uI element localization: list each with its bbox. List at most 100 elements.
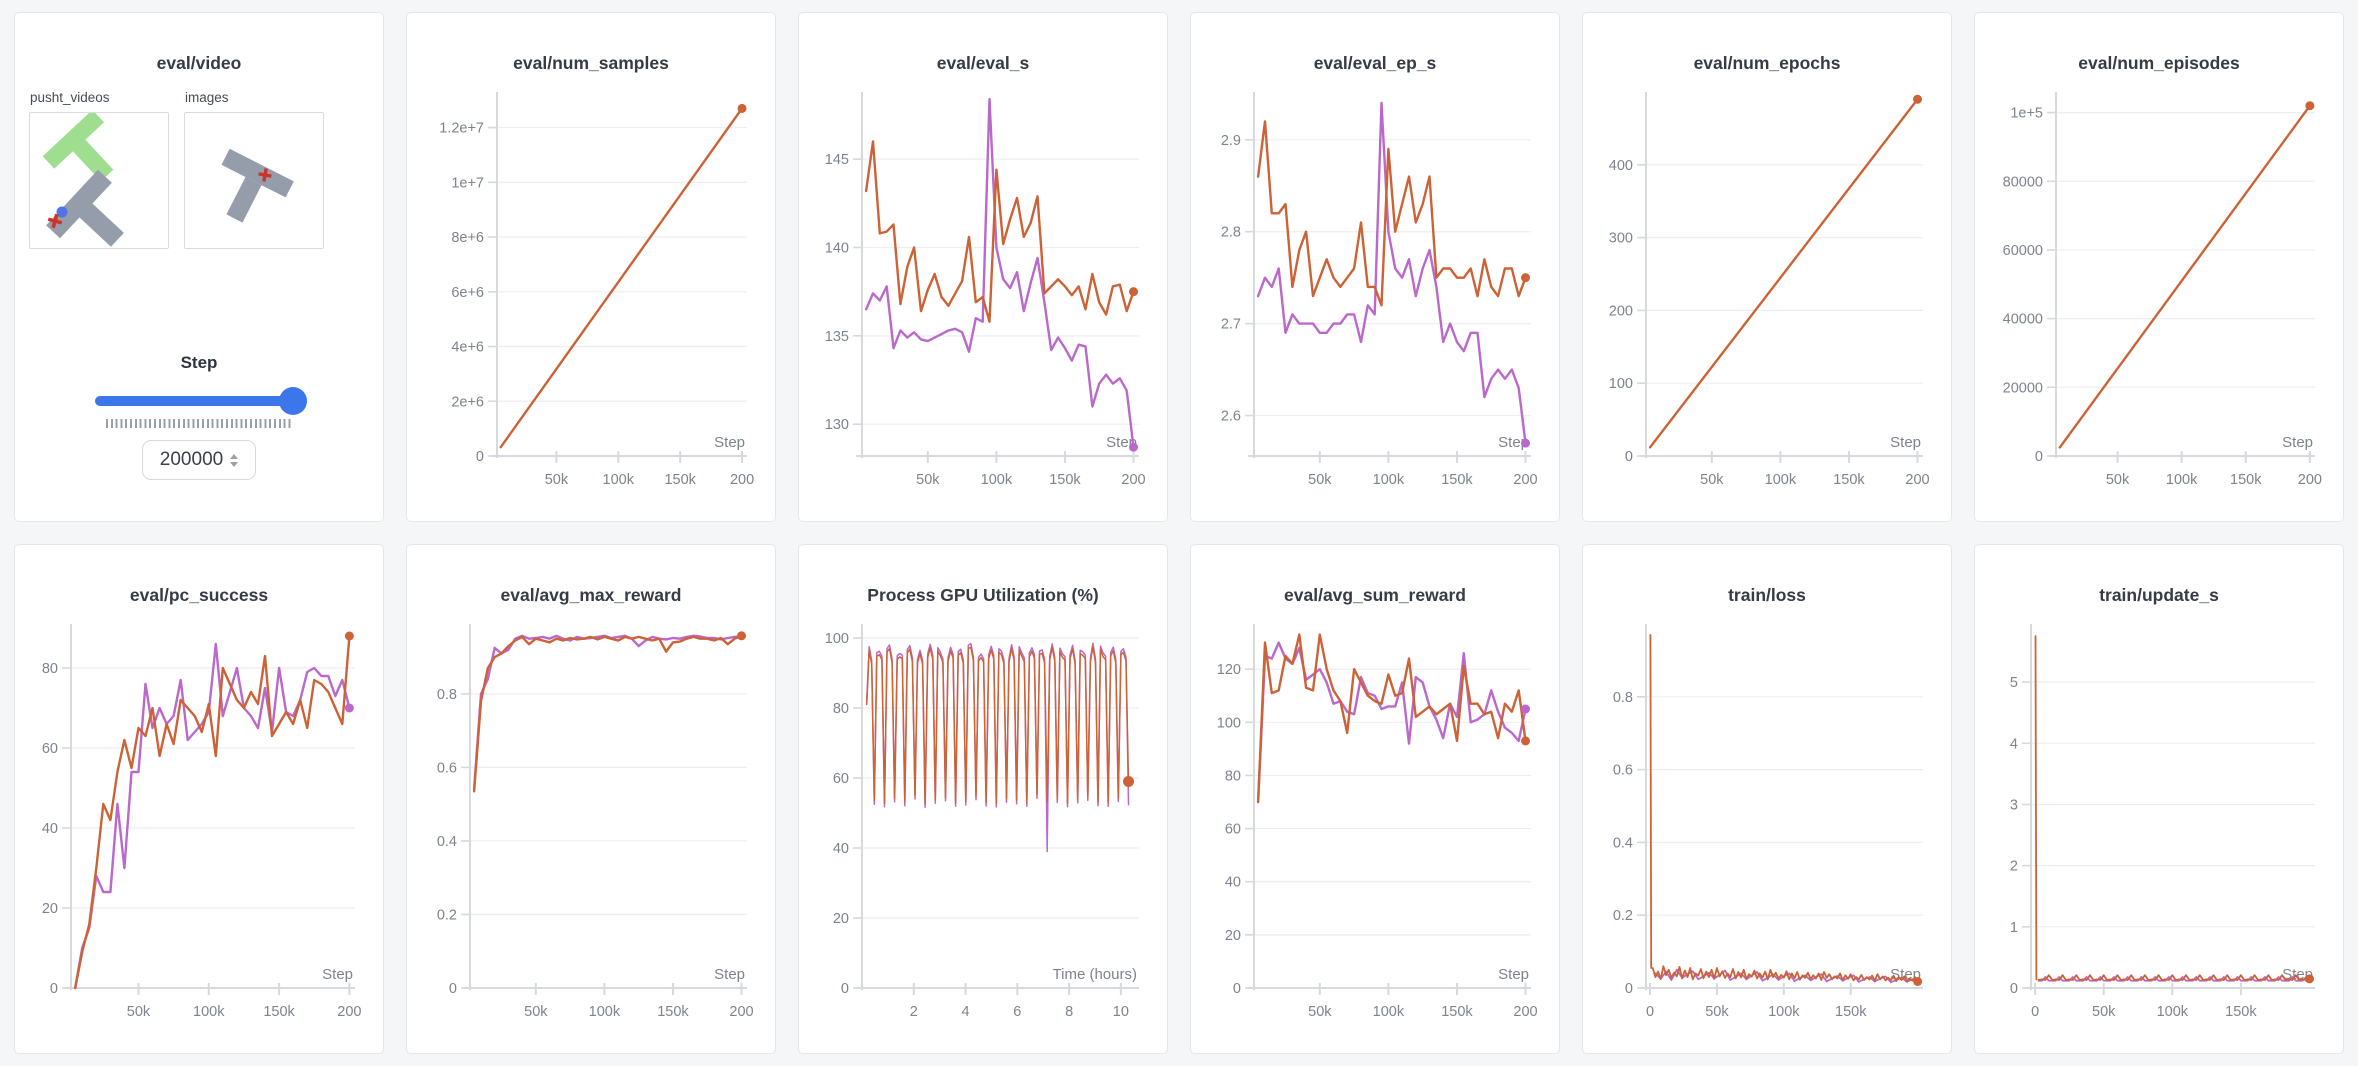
svg-text:150k: 150k <box>1835 1004 1867 1020</box>
svg-text:0.2: 0.2 <box>1613 908 1633 924</box>
svg-text:130: 130 <box>825 417 849 433</box>
svg-text:0: 0 <box>476 449 484 465</box>
stepper-down-icon[interactable] <box>230 461 239 467</box>
svg-text:Step: Step <box>1498 434 1529 451</box>
panel-eval-video: eval/video pusht_videos <box>14 12 384 522</box>
step-value[interactable]: 200000 <box>159 449 224 470</box>
svg-text:8e+6: 8e+6 <box>451 230 484 246</box>
step-slider-label: Step <box>180 353 218 372</box>
images-thumbnail[interactable] <box>184 112 324 249</box>
svg-text:0: 0 <box>1233 981 1241 997</box>
svg-text:Step: Step <box>322 966 353 983</box>
chart-panel-eval-pc-success: eval/pc_success 0 20 40 60 80 50k 100k 150k 200 S… <box>14 544 384 1054</box>
svg-text:2e+6: 2e+6 <box>451 394 484 410</box>
svg-text:1e+5: 1e+5 <box>2010 106 2043 122</box>
panel-title: eval/video <box>156 53 242 73</box>
svg-text:100k: 100k <box>603 472 635 488</box>
svg-text:50k: 50k <box>545 472 569 488</box>
svg-text:120: 120 <box>1217 662 1241 678</box>
chart-plot[interactable]: 0 2e+6 4e+6 6e+6 8e+6 1e+7 1.2e+7 50k 100k 150k 20… <box>419 78 763 508</box>
svg-text:100k: 100k <box>1765 472 1797 488</box>
svg-text:0.2: 0.2 <box>437 907 457 923</box>
svg-text:20: 20 <box>833 911 849 927</box>
svg-text:0: 0 <box>449 981 457 997</box>
chart-plot[interactable]: 0 20 40 60 80 50k 100k 150k 200 Step <box>27 610 371 1040</box>
svg-text:6e+6: 6e+6 <box>451 285 484 301</box>
svg-text:150k: 150k <box>1049 472 1081 488</box>
goal-tee-shape <box>42 109 114 182</box>
target-cross-icon <box>258 168 272 182</box>
svg-text:100k: 100k <box>1373 472 1405 488</box>
chart-plot[interactable]: 2.6 2.7 2.8 2.9 50k 100k 150k 200 Step <box>1203 78 1547 508</box>
svg-text:4: 4 <box>2010 736 2018 752</box>
svg-text:100k: 100k <box>1373 1004 1405 1020</box>
svg-text:0: 0 <box>1625 981 1633 997</box>
step-input[interactable]: 200000 <box>142 440 256 480</box>
chart-panel-eval-avg-max-reward: eval/avg_max_reward 0 0.2 0.4 0.6 0.8 50k 100k… <box>406 544 776 1054</box>
svg-text:0.8: 0.8 <box>437 687 457 703</box>
svg-text:40000: 40000 <box>2003 312 2043 328</box>
svg-text:400: 400 <box>1609 158 1633 174</box>
svg-text:60: 60 <box>1225 822 1241 838</box>
chart-plot[interactable]: 0 20 40 60 80 100 120 50k 100k 150k 200 Step <box>1203 610 1547 1040</box>
svg-text:200: 200 <box>1609 303 1633 319</box>
chart-plot[interactable]: 0 0.2 0.4 0.6 0.8 50k 100k 150k 200 Step <box>419 610 763 1040</box>
svg-text:100k: 100k <box>2157 1004 2189 1020</box>
svg-text:2: 2 <box>2010 859 2018 875</box>
slider-ruler <box>106 419 292 428</box>
agent-dot <box>56 206 68 218</box>
pusht-image-render <box>221 148 294 223</box>
chart-title: eval/eval_s <box>936 53 1030 73</box>
svg-text:100k: 100k <box>589 1004 621 1020</box>
svg-text:145: 145 <box>825 152 849 168</box>
svg-text:80: 80 <box>1225 768 1241 784</box>
svg-text:1.2e+7: 1.2e+7 <box>439 121 484 137</box>
svg-text:80: 80 <box>833 701 849 717</box>
svg-text:0: 0 <box>1625 449 1633 465</box>
svg-text:20000: 20000 <box>2003 380 2043 396</box>
chart-plot[interactable]: 0 20 40 60 80 100 2 4 6 8 10 Time (hours) <box>811 610 1155 1040</box>
svg-text:1e+7: 1e+7 <box>451 175 484 191</box>
pusht-video-thumbnail[interactable] <box>29 109 169 249</box>
svg-text:Time (hours): Time (hours) <box>1053 966 1137 983</box>
svg-text:50k: 50k <box>1700 472 1724 488</box>
stepper-up-icon[interactable] <box>230 453 239 459</box>
svg-text:5: 5 <box>2010 675 2018 691</box>
chart-title: eval/eval_ep_s <box>1313 53 1437 73</box>
svg-text:8: 8 <box>1065 1004 1073 1020</box>
chart-title: eval/num_episodes <box>2078 53 2240 73</box>
chart-plot[interactable]: 0 20000 40000 60000 80000 1e+5 50k 100k 150k 200 S… <box>1987 78 2331 508</box>
svg-text:200: 200 <box>1513 1004 1537 1020</box>
slider-knob[interactable] <box>279 387 307 415</box>
chart-panel-eval-eval-ep-s: eval/eval_ep_s 2.6 2.7 2.8 2.9 50k 100k 150k 20… <box>1190 12 1560 522</box>
step-slider[interactable] <box>95 387 307 415</box>
svg-text:150k: 150k <box>263 1004 295 1020</box>
svg-text:300: 300 <box>1609 231 1633 247</box>
svg-text:50k: 50k <box>2106 472 2130 488</box>
svg-text:150k: 150k <box>664 472 696 488</box>
svg-text:4e+6: 4e+6 <box>451 340 484 356</box>
svg-text:60000: 60000 <box>2003 243 2043 259</box>
chart-panel-eval-num-epochs: eval/num_epochs 0 100 200 300 400 50k 100k 150k… <box>1582 12 1952 522</box>
svg-text:60: 60 <box>42 741 58 757</box>
svg-text:40: 40 <box>833 841 849 857</box>
media-pusht-videos: pusht_videos <box>29 90 169 249</box>
svg-text:1: 1 <box>2010 920 2018 936</box>
chart-title: train/loss <box>1728 585 1806 605</box>
svg-text:100: 100 <box>1217 715 1241 731</box>
svg-text:2.6: 2.6 <box>1221 409 1241 425</box>
svg-text:100k: 100k <box>1768 1004 1800 1020</box>
svg-text:2: 2 <box>910 1004 918 1020</box>
svg-text:10: 10 <box>1113 1004 1129 1020</box>
chart-plot[interactable]: 0 100 200 300 400 50k 100k 150k 200 Step <box>1595 78 1939 508</box>
svg-text:200: 200 <box>337 1004 361 1020</box>
slider-track[interactable] <box>95 396 303 406</box>
svg-text:0: 0 <box>1646 1004 1654 1020</box>
svg-text:150k: 150k <box>1441 1004 1473 1020</box>
svg-text:0: 0 <box>2035 449 2043 465</box>
svg-text:2.9: 2.9 <box>1221 133 1241 149</box>
